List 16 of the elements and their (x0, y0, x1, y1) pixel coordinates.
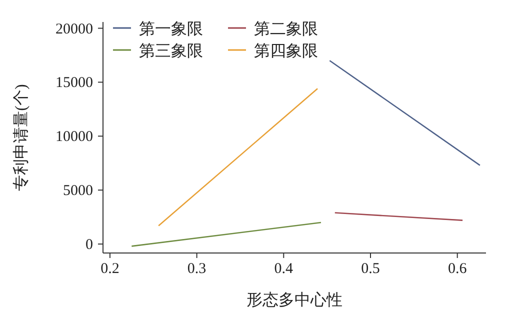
legend-label: 第一象限 (139, 21, 203, 38)
y-tick-label: 10000 (56, 129, 93, 146)
y-tick-label: 5000 (63, 183, 93, 200)
y-tick-label: 0 (86, 237, 93, 254)
x-axis-title: 形态多中心性 (246, 291, 342, 309)
x-tick-label: 0.5 (361, 261, 380, 277)
legend-label: 第三象限 (139, 43, 203, 60)
x-tick-label: 0.4 (274, 261, 294, 277)
y-tick-label: 15000 (56, 75, 93, 92)
legend-label: 第四象限 (254, 43, 318, 60)
x-tick-label: 0.6 (448, 261, 468, 277)
x-tick-label: 0.2 (100, 261, 120, 277)
legend-label: 第二象限 (254, 21, 318, 38)
y-axis-title: 专利申请量(个) (12, 84, 30, 191)
y-tick-label: 20000 (56, 21, 93, 38)
x-tick-label: 0.3 (187, 261, 206, 277)
